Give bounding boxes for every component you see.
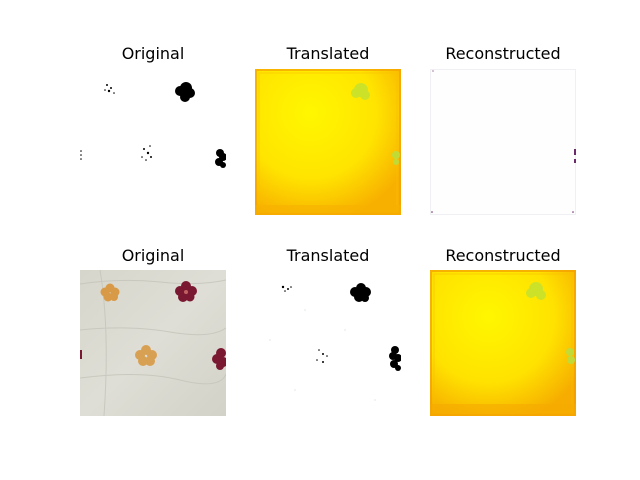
binary-translated-image <box>255 270 401 416</box>
black-flower-top-right <box>350 283 371 302</box>
binary-original-image <box>80 69 226 215</box>
green-spot-top-right <box>526 282 546 300</box>
maroon-flower-right-edge <box>212 348 226 370</box>
faint-purple-marks <box>431 70 576 213</box>
yellow-reconstructed-image <box>430 270 576 416</box>
sparse-dots-top-left <box>104 84 115 94</box>
panel-title-row1-col3: Reconstructed <box>445 44 561 63</box>
green-spot-right-edge <box>392 151 400 165</box>
black-flower-right-edge <box>389 346 401 371</box>
panel-title-row2-col2: Translated <box>286 246 370 265</box>
faint-speckles <box>269 309 376 401</box>
black-flower-right-edge <box>215 149 226 168</box>
black-flower-top-right <box>175 82 195 102</box>
panel-title-row2-col3: Reconstructed <box>445 246 561 265</box>
maroon-flower-top-right <box>175 281 197 302</box>
sparse-dots-center <box>316 349 328 363</box>
green-spot-right-edge <box>566 348 575 364</box>
dots-left-edge <box>80 150 82 160</box>
panel-title-row1-col1: Original <box>121 44 185 63</box>
blank-reconstructed-image <box>430 69 576 215</box>
sparse-dots-center <box>141 145 152 161</box>
fabric-original-image <box>80 270 226 416</box>
orange-flower-top-left <box>100 283 120 302</box>
yellow-translated-image <box>255 69 401 215</box>
orange-flower-center <box>135 345 157 366</box>
maroon-mark-left-edge <box>80 350 82 359</box>
fabric-creases <box>80 270 226 416</box>
green-spot-top-right <box>351 83 370 100</box>
sparse-dots-top-left <box>281 285 292 292</box>
panel-title-row1-col2: Translated <box>286 44 370 63</box>
panel-title-row2-col1: Original <box>121 246 185 265</box>
